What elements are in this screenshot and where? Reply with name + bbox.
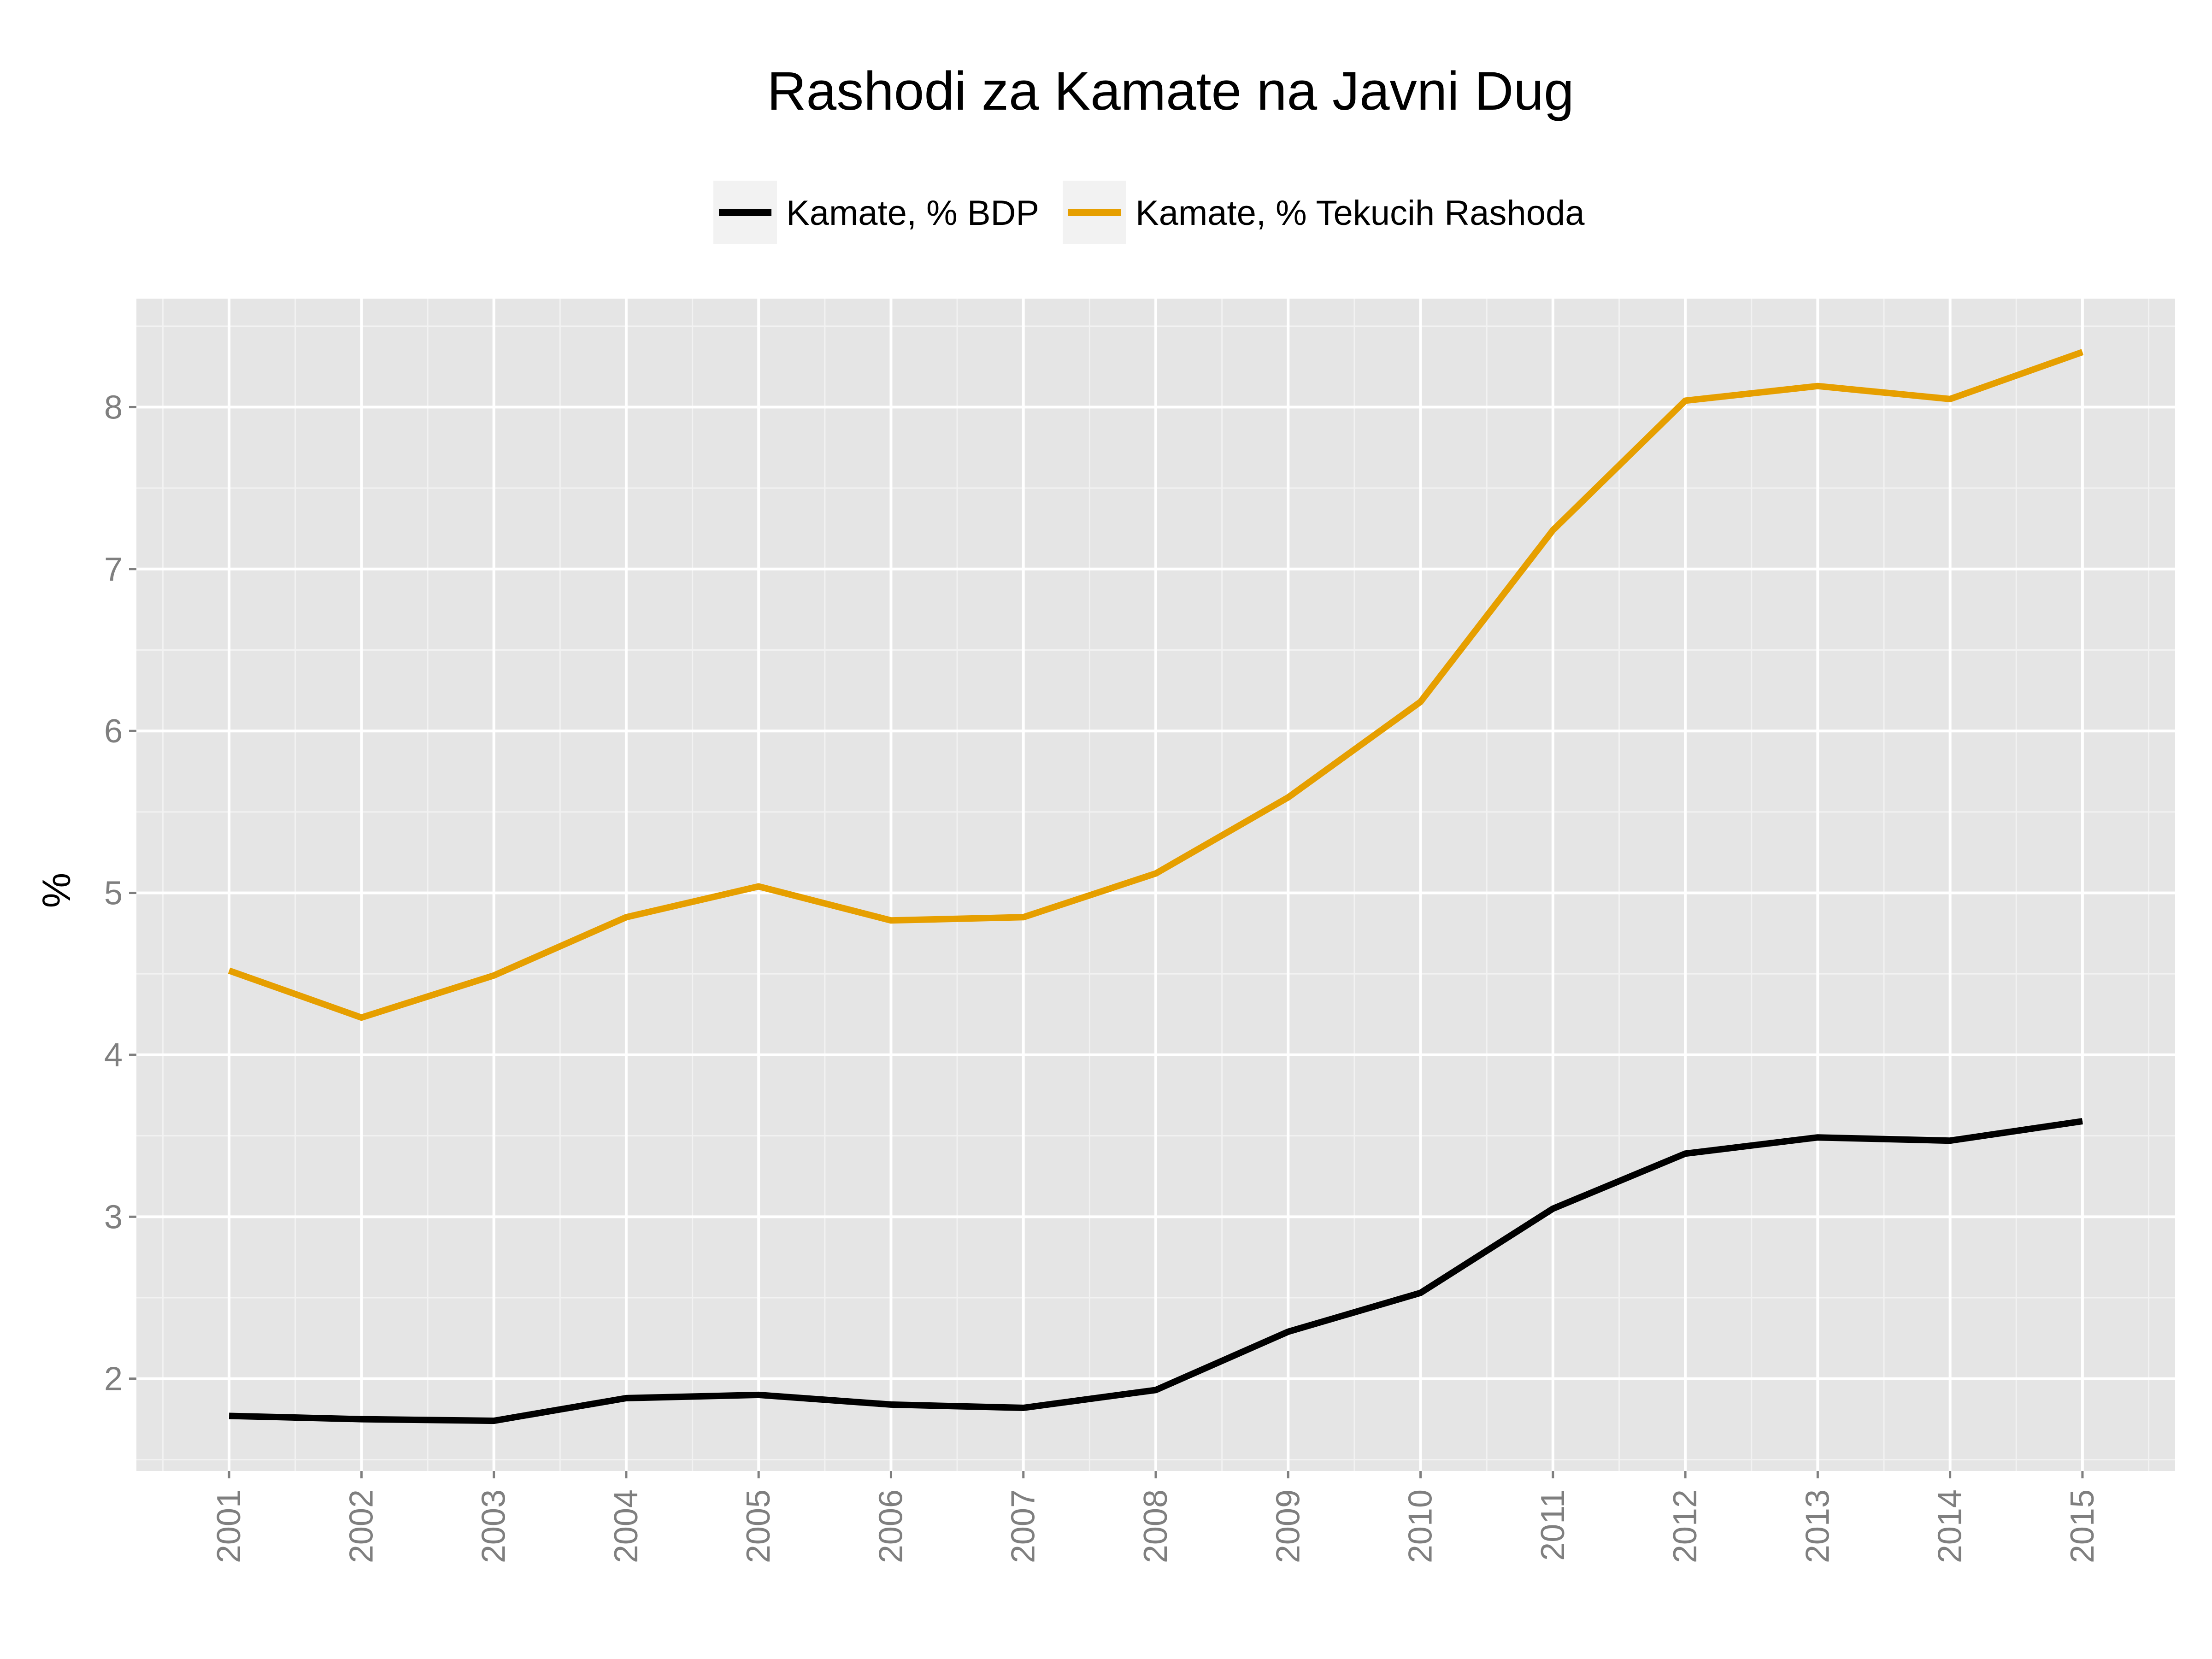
data-point-0-11 [1685, 1153, 1686, 1154]
y-tick-label: 6 [104, 713, 123, 750]
x-tick-label: 2011 [1535, 1489, 1571, 1561]
grid-major [136, 299, 2175, 1471]
x-tick-label: 2014 [1932, 1489, 1969, 1563]
x-tick-label: 2005 [740, 1489, 777, 1563]
y-tick-label: 3 [104, 1199, 123, 1235]
data-point-1-6 [1023, 917, 1024, 918]
y-tick-label: 2 [104, 1361, 123, 1398]
chart-title: Rashodi za Kamate na Javni Dug [767, 61, 1574, 122]
data-point-0-14 [2082, 1121, 2083, 1122]
x-tick-label: 2008 [1137, 1489, 1174, 1563]
series-layer [228, 349, 2084, 1424]
x-tick-label: 2013 [1799, 1489, 1836, 1563]
data-point-1-11 [1685, 400, 1686, 401]
x-tick-label: 2007 [1005, 1489, 1042, 1563]
x-axis: 2001 2002 2003 2004 2005 2006 2007 2008 2009 2010… [211, 1471, 2101, 1563]
x-tick-label: 2001 [211, 1489, 247, 1563]
x-tick-label: 2003 [476, 1489, 512, 1563]
legend-label-bdp: Kamate, % BDP [786, 194, 1039, 233]
data-point-0-6 [1023, 1407, 1024, 1408]
y-tick-label: 8 [104, 389, 123, 426]
y-tick-label: 5 [104, 875, 123, 912]
x-tick-label: 2002 [343, 1489, 380, 1563]
y-tick-label: 7 [104, 551, 123, 588]
x-tick-label: 2010 [1402, 1489, 1439, 1563]
x-tick-label: 2006 [872, 1489, 909, 1563]
data-point-1-9 [1420, 701, 1421, 702]
x-tick-label: 2012 [1667, 1489, 1704, 1563]
x-tick-label: 2009 [1270, 1489, 1306, 1563]
y-axis: 2 3 4 5 6 7 8 [104, 389, 136, 1398]
x-tick-label: 2015 [2064, 1489, 2101, 1563]
y-axis-title: % [35, 873, 79, 908]
y-tick-label: 4 [104, 1037, 123, 1074]
legend: Kamate, % BDP Kamate, % Tekucih Rashoda [713, 181, 1585, 244]
x-tick-label: 2004 [608, 1489, 645, 1563]
legend-label-tekucih: Kamate, % Tekucih Rashoda [1135, 194, 1585, 233]
